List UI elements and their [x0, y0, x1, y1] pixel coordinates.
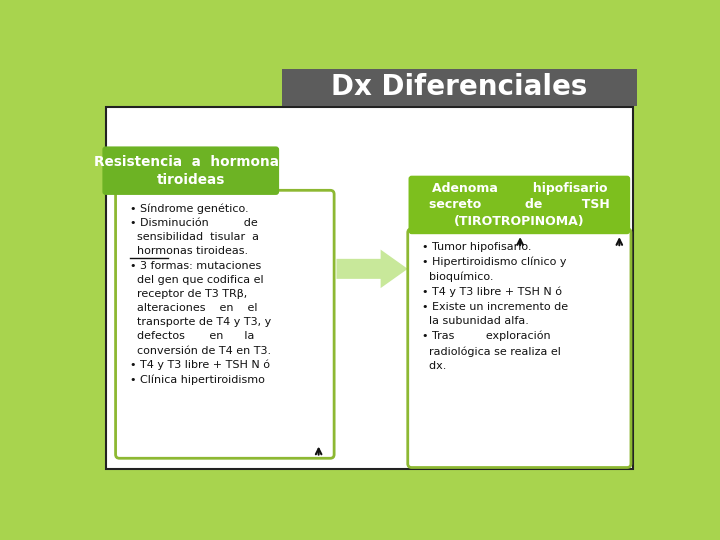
Text: • Tumor hipofisario.
• Hipertiroidismo clínico y
  bioquímico.
• T4 y T3 libre +: • Tumor hipofisario. • Hipertiroidismo c…	[423, 242, 569, 371]
FancyBboxPatch shape	[106, 107, 632, 469]
Text: • Síndrome genético.
• Disminución          de
  sensibilidad  tisular  a
  horm: • Síndrome genético. • Disminución de se…	[130, 204, 271, 386]
FancyBboxPatch shape	[408, 229, 631, 468]
FancyBboxPatch shape	[282, 69, 637, 106]
Text: Adenoma        hipofisario
secreto          de         TSH
(TIROTROPINOMA): Adenoma hipofisario secreto de TSH (TIRO…	[429, 182, 610, 228]
Text: Dx Diferenciales: Dx Diferenciales	[331, 73, 588, 101]
FancyBboxPatch shape	[102, 146, 279, 195]
FancyBboxPatch shape	[408, 176, 630, 234]
Text: Resistencia  a  hormonas
tiroideas: Resistencia a hormonas tiroideas	[94, 155, 287, 187]
Polygon shape	[336, 249, 408, 288]
FancyBboxPatch shape	[116, 190, 334, 458]
